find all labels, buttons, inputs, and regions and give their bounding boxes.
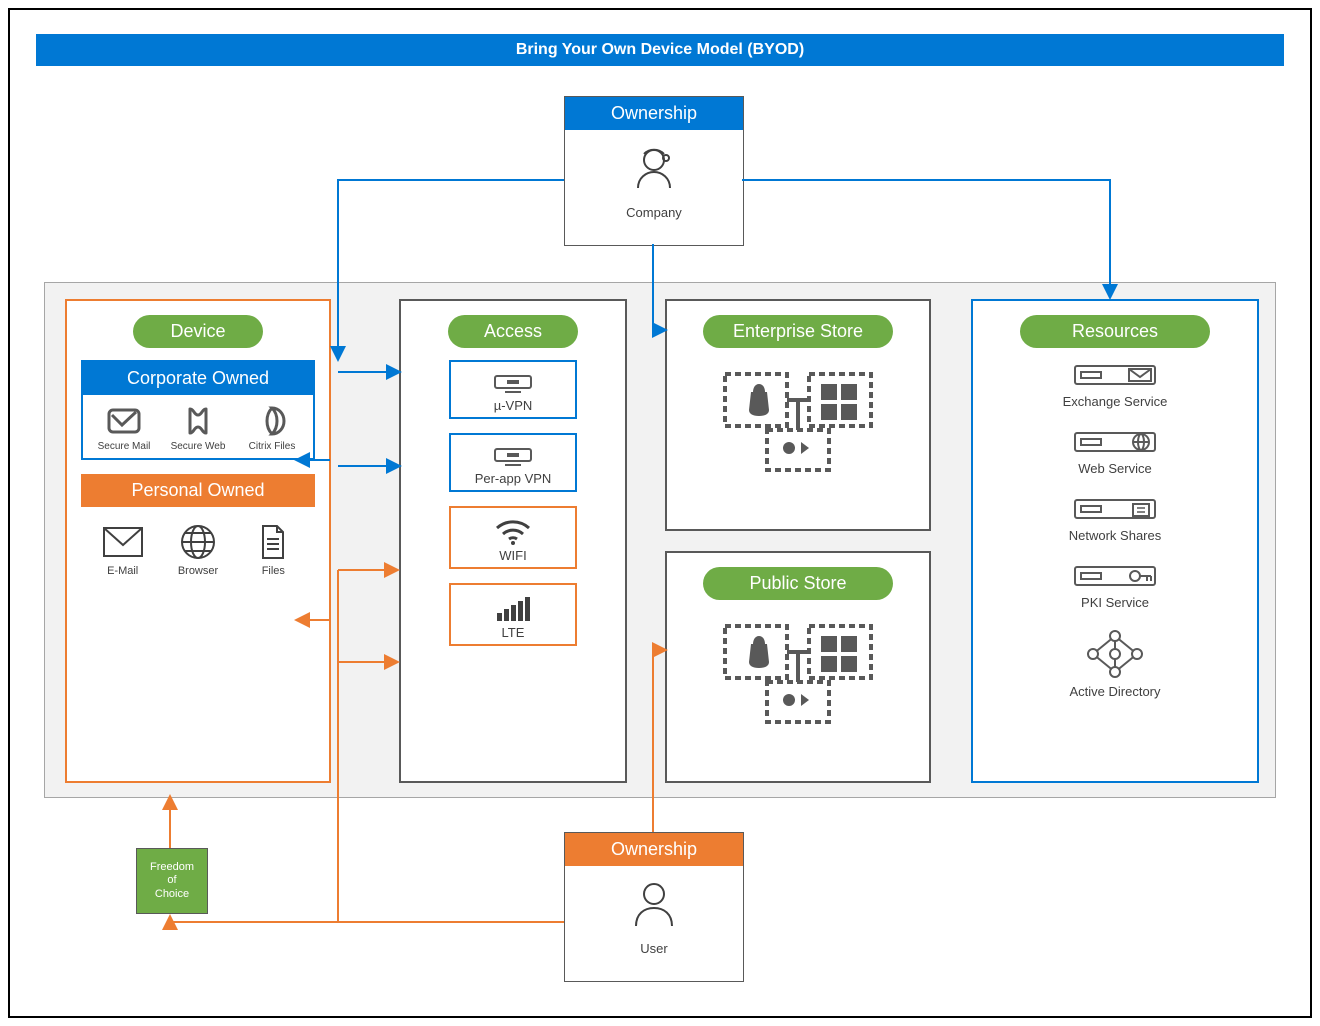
browser-item: Browser — [163, 523, 233, 577]
enterprise-store-panel: Enterprise Store — [665, 299, 931, 531]
pki-item: PKI Service — [993, 561, 1237, 610]
enterprise-store-pill: Enterprise Store — [703, 315, 893, 348]
ad-icon — [1083, 628, 1147, 680]
secure-mail-icon — [106, 405, 142, 437]
email-label: E-Mail — [107, 565, 138, 577]
browser-icon — [176, 523, 220, 561]
browser-label: Browser — [178, 565, 218, 577]
access-panel: Access µ-VPN Per-app VPN — [399, 299, 627, 783]
pki-icon — [1073, 561, 1157, 591]
secure-mail-label: Secure Mail — [98, 441, 151, 452]
lte-icon — [493, 593, 533, 623]
device-pill: Device — [133, 315, 263, 348]
secure-web-label: Secure Web — [171, 441, 226, 452]
diagram-frame: Bring Your Own Device Model (BYOD) Owner… — [8, 8, 1312, 1018]
exchange-label: Exchange Service — [1063, 394, 1168, 409]
uvpn-icon — [491, 370, 535, 396]
shares-icon — [1073, 494, 1157, 524]
citrix-files-icon — [254, 405, 290, 437]
wifi-icon — [493, 516, 533, 546]
public-store-pill: Public Store — [703, 567, 893, 600]
resources-panel: Resources Exchange Service — [971, 299, 1259, 783]
uvpn-item: µ-VPN — [449, 360, 577, 419]
company-icon — [626, 140, 682, 196]
perappvpn-item: Per-app VPN — [449, 433, 577, 492]
perappvpn-icon — [491, 443, 535, 469]
pki-label: PKI Service — [1081, 595, 1149, 610]
public-store-panel: Public Store — [665, 551, 931, 783]
personal-owned-box: Personal Owned E-Mail — [81, 474, 315, 583]
enterprise-store-icon — [713, 366, 883, 476]
citrix-files-label: Citrix Files — [249, 441, 296, 452]
corporate-owned-box: Corporate Owned Secure Mail Secure We — [81, 360, 315, 460]
webservice-label: Web Service — [1078, 461, 1151, 476]
secure-mail-item: Secure Mail — [89, 405, 159, 452]
ownership-company-box: Ownership Company — [564, 96, 744, 246]
files-label: Files — [262, 565, 285, 577]
ownership-company-header: Ownership — [565, 97, 743, 130]
ownership-user-header: Ownership — [565, 833, 743, 866]
personal-owned-header: Personal Owned — [81, 474, 315, 507]
citrix-files-item: Citrix Files — [237, 405, 307, 452]
public-store-icon — [713, 618, 883, 728]
perappvpn-label: Per-app VPN — [475, 471, 552, 486]
lte-item: LTE — [449, 583, 577, 646]
ad-label: Active Directory — [1069, 684, 1160, 699]
secure-web-item: Secure Web — [163, 405, 233, 452]
exchange-item: Exchange Service — [993, 360, 1237, 409]
uvpn-label: µ-VPN — [494, 398, 533, 413]
wifi-item: WIFI — [449, 506, 577, 569]
files-icon — [251, 523, 295, 561]
ad-item: Active Directory — [993, 628, 1237, 699]
corporate-owned-header: Corporate Owned — [83, 362, 313, 395]
freedom-of-choice-box: Freedom of Choice — [136, 848, 208, 914]
shares-label: Network Shares — [1069, 528, 1161, 543]
secure-web-icon — [180, 405, 216, 437]
access-pill: Access — [448, 315, 578, 348]
diagram-title: Bring Your Own Device Model (BYOD) — [36, 34, 1284, 66]
exchange-icon — [1073, 360, 1157, 390]
lte-label: LTE — [502, 625, 525, 640]
files-item: Files — [238, 523, 308, 577]
ownership-user-label: User — [565, 941, 743, 956]
shares-item: Network Shares — [993, 494, 1237, 543]
resources-pill: Resources — [1020, 315, 1210, 348]
main-zone: Device Corporate Owned Secure Mail — [44, 282, 1276, 798]
webservice-item: Web Service — [993, 427, 1237, 476]
freedom-label: Freedom of Choice — [150, 861, 194, 901]
ownership-company-label: Company — [565, 205, 743, 220]
web-icon — [1073, 427, 1157, 457]
ownership-user-box: Ownership User — [564, 832, 744, 982]
email-icon — [101, 523, 145, 561]
wifi-label: WIFI — [499, 548, 526, 563]
email-item: E-Mail — [88, 523, 158, 577]
user-icon — [626, 876, 682, 932]
device-panel: Device Corporate Owned Secure Mail — [65, 299, 331, 783]
